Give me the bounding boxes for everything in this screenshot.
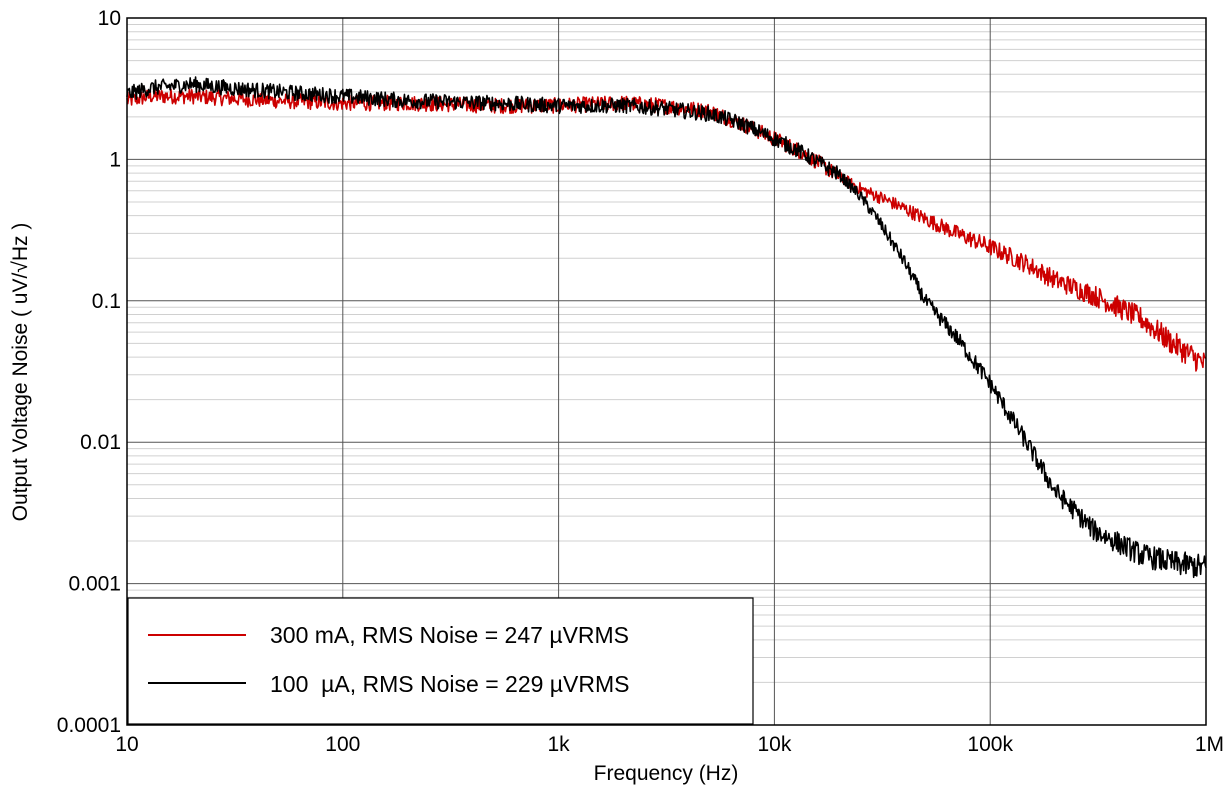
series-line-300ma — [126, 88, 1207, 372]
y-tick-label: 0.001 — [68, 573, 121, 596]
plot-frame — [126, 17, 1207, 726]
series-layer — [126, 76, 1207, 579]
y-tick-label: 0.0001 — [57, 714, 121, 737]
x-tick-label: 100 — [325, 733, 360, 756]
y-tick-labels: 10 1 0.1 0.01 0.001 0.0001 — [57, 7, 121, 737]
legend-label-100ua: 100 µA, RMS Noise = 229 µVRMS — [270, 671, 630, 697]
y-tick-label: 1 — [109, 148, 121, 171]
x-tick-label: 1M — [1195, 733, 1224, 756]
x-tick-label: 10 — [115, 733, 138, 756]
legend-box — [127, 597, 754, 725]
y-tick-label: 0.1 — [92, 290, 121, 313]
x-tick-label: 1k — [548, 733, 571, 756]
x-tick-label: 100k — [967, 733, 1013, 756]
x-tick-label: 10k — [757, 733, 791, 756]
y-tick-label: 0.01 — [80, 431, 121, 454]
y-axis-label: Output Voltage Noise ( uV/√Hz ) — [9, 223, 32, 522]
x-tick-labels: 10 100 1k 10k 100k 1M — [115, 733, 1224, 756]
y-tick-label: 10 — [98, 7, 121, 30]
legend: 300 mA, RMS Noise = 247 µVRMS 100 µA, RM… — [127, 597, 754, 725]
legend-label-300ma: 300 mA, RMS Noise = 247 µVRMS — [270, 622, 629, 648]
series-line-100ua — [126, 76, 1207, 579]
x-axis-label: Frequency (Hz) — [594, 762, 739, 785]
